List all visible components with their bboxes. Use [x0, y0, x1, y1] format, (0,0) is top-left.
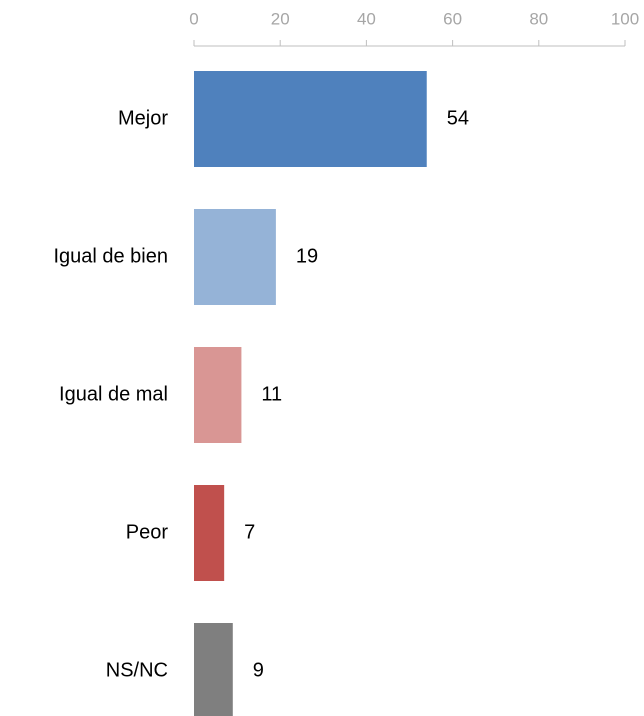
value-label: 54: [447, 107, 469, 129]
category-label: Igual de bien: [53, 245, 168, 267]
category-label: Peor: [126, 521, 169, 543]
x-tick-label: 40: [357, 9, 376, 28]
value-label: 11: [261, 383, 282, 405]
x-tick-label: 60: [443, 9, 462, 28]
bar: [194, 347, 242, 443]
x-tick-label: 100: [611, 9, 639, 28]
bar: [194, 209, 276, 305]
bar: [194, 623, 233, 716]
category-label: NS/NC: [106, 659, 168, 681]
value-label: 7: [244, 521, 255, 543]
category-label: Igual de mal: [59, 383, 168, 405]
x-tick-label: 0: [189, 9, 198, 28]
value-label: 9: [253, 659, 264, 681]
bar: [194, 485, 225, 581]
x-tick-label: 20: [271, 9, 290, 28]
value-label: 19: [296, 245, 318, 267]
category-label: Mejor: [118, 107, 168, 129]
bar: [194, 71, 427, 167]
x-tick-label: 80: [529, 9, 548, 28]
